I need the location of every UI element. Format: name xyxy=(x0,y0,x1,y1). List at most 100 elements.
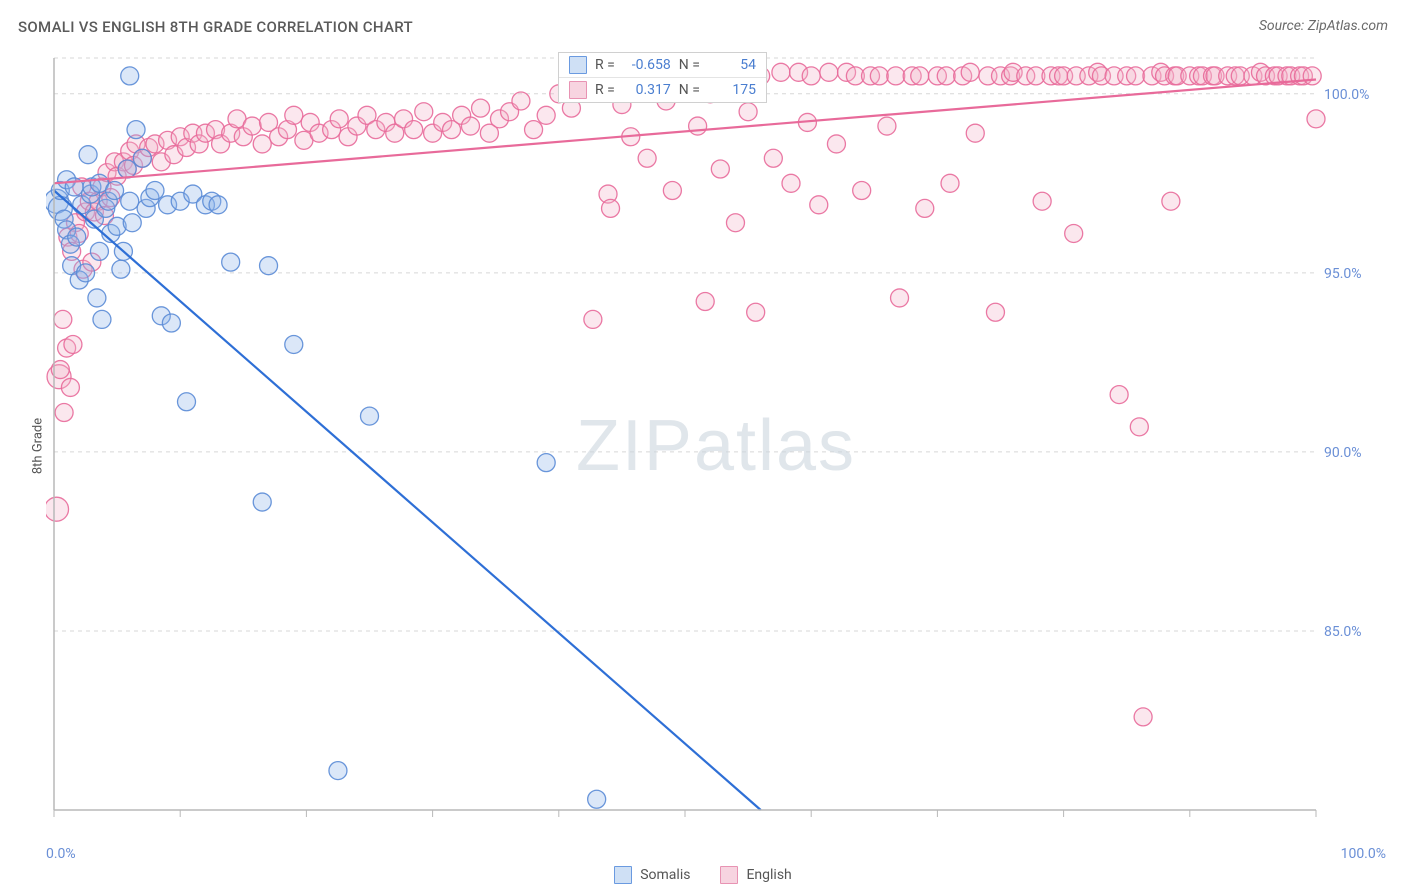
x-max-label: 100.0% xyxy=(1341,846,1386,862)
scatter-point xyxy=(602,199,620,217)
scatter-point xyxy=(782,174,800,192)
scatter-point xyxy=(966,124,984,142)
scatter-point xyxy=(77,264,95,282)
scatter-point xyxy=(747,303,765,321)
x-axis-end-labels: 0.0% 100.0% xyxy=(46,846,1386,862)
scatter-point xyxy=(123,214,141,232)
scatter-point xyxy=(810,196,828,214)
legend-item-somalis: Somalis xyxy=(614,866,690,884)
scatter-point xyxy=(1110,386,1128,404)
scatter-point xyxy=(878,117,896,135)
legend-label: Somalis xyxy=(640,867,690,883)
scatter-point xyxy=(584,310,602,328)
scatter-point xyxy=(820,63,838,81)
scatter-point xyxy=(937,67,955,85)
r-value: 0.317 xyxy=(623,82,671,98)
scatter-point xyxy=(55,404,73,422)
r-value: -0.658 xyxy=(623,57,671,73)
legend-item-english: English xyxy=(720,866,791,884)
r-label: R = xyxy=(595,57,615,73)
scatter-point xyxy=(61,378,79,396)
scatter-point xyxy=(222,253,240,271)
scatter-point xyxy=(90,242,108,260)
scatter-point xyxy=(93,310,111,328)
legend: Somalis English xyxy=(0,866,1406,884)
scatter-point xyxy=(663,181,681,199)
scatter-point xyxy=(118,160,136,178)
svg-text:95.0%: 95.0% xyxy=(1324,266,1362,282)
scatter-point xyxy=(68,228,86,246)
scatter-point xyxy=(986,303,1004,321)
scatter-point xyxy=(772,63,790,81)
scatter-point xyxy=(1127,67,1145,85)
n-label: N = xyxy=(679,82,700,98)
scatter-point xyxy=(162,314,180,332)
scatter-point xyxy=(961,63,979,81)
scatter-point xyxy=(461,117,479,135)
legend-label: English xyxy=(746,867,791,883)
scatter-point xyxy=(1162,192,1180,210)
scatter-point xyxy=(330,110,348,128)
plot-svg: ZIPatlas 85.0%90.0%95.0%100.0% xyxy=(46,50,1386,840)
scatter-point xyxy=(329,762,347,780)
trend-line-somalis xyxy=(54,190,761,810)
swatch-icon xyxy=(569,56,587,74)
correlation-stats-box: R = -0.658 N = 54 R = 0.317 N = 175 xyxy=(558,52,767,103)
scatter-point xyxy=(146,181,164,199)
n-value: 175 xyxy=(708,82,756,98)
chart-title: SOMALI VS ENGLISH 8TH GRADE CORRELATION … xyxy=(18,18,413,36)
scatter-point xyxy=(46,497,69,521)
scatter-point xyxy=(285,106,303,124)
scatter-point xyxy=(112,260,130,278)
swatch-icon xyxy=(614,866,632,884)
scatter-point xyxy=(525,121,543,139)
scatter-point xyxy=(696,293,714,311)
scatter-point xyxy=(88,289,106,307)
scatter-point xyxy=(1065,224,1083,242)
scatter-point xyxy=(260,257,278,275)
scatter-point xyxy=(121,192,139,210)
scatter-point xyxy=(911,67,929,85)
scatter-point xyxy=(64,335,82,353)
scatter-point xyxy=(711,160,729,178)
scatter-point xyxy=(472,99,490,117)
stats-row-english: R = 0.317 N = 175 xyxy=(559,77,766,102)
scatter-point xyxy=(739,103,757,121)
scatter-point xyxy=(1033,192,1051,210)
swatch-icon xyxy=(569,81,587,99)
scatter-point xyxy=(537,106,555,124)
n-value: 54 xyxy=(708,57,756,73)
stats-row-somalis: R = -0.658 N = 54 xyxy=(559,53,766,77)
source-credit: Source: ZipAtlas.com xyxy=(1259,18,1388,34)
scatter-point xyxy=(764,149,782,167)
n-label: N = xyxy=(679,57,700,73)
scatter-point xyxy=(827,135,845,153)
scatter-point xyxy=(178,393,196,411)
scatter-point xyxy=(916,199,934,217)
scatter-point xyxy=(853,181,871,199)
scatter-point xyxy=(209,196,227,214)
scatter-point xyxy=(285,335,303,353)
scatter-point xyxy=(638,149,656,167)
scatter-point xyxy=(1134,708,1152,726)
scatter-point xyxy=(243,117,261,135)
scatter-point xyxy=(870,67,888,85)
svg-text:85.0%: 85.0% xyxy=(1324,624,1362,640)
scatter-point xyxy=(121,67,139,85)
x-min-label: 0.0% xyxy=(46,846,76,862)
scatter-point xyxy=(726,214,744,232)
scatter-point xyxy=(253,135,271,153)
scatter-point xyxy=(79,146,97,164)
scatter-point xyxy=(1307,110,1325,128)
scatter-point xyxy=(588,790,606,808)
swatch-icon xyxy=(720,866,738,884)
scatter-point xyxy=(415,103,433,121)
svg-text:100.0%: 100.0% xyxy=(1324,87,1369,103)
scatter-point xyxy=(253,493,271,511)
scatter-point xyxy=(133,149,151,167)
scatter-point xyxy=(361,407,379,425)
scatter-point xyxy=(1130,418,1148,436)
scatter-point xyxy=(1303,67,1321,85)
scatter-point xyxy=(891,289,909,307)
scatter-plot: ZIPatlas 85.0%90.0%95.0%100.0% xyxy=(46,50,1386,840)
